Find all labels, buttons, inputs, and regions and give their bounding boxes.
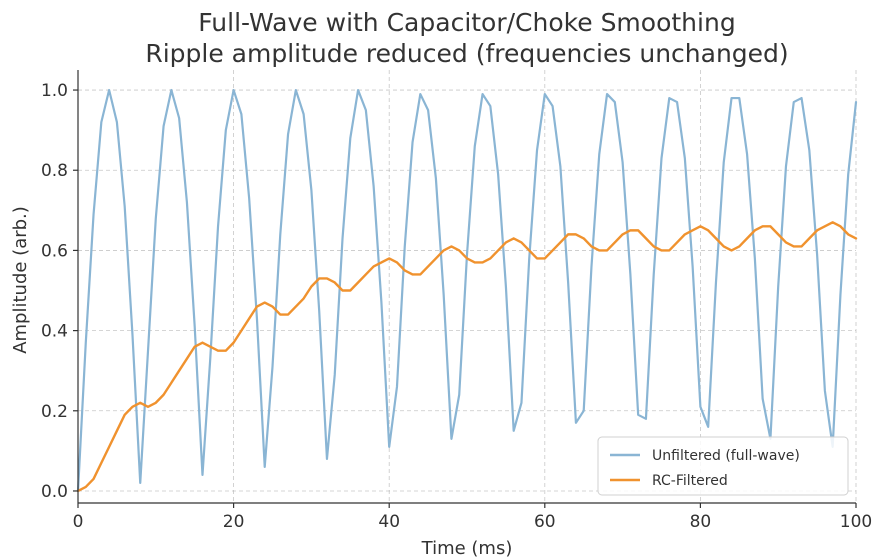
- y-tick-label: 0.8: [41, 161, 68, 181]
- chart-subtitle: Ripple amplitude reduced (frequencies un…: [145, 39, 788, 68]
- series-lines: [76, 88, 858, 493]
- x-tick-label: 0: [73, 512, 84, 532]
- y-tick-label: 0.6: [41, 241, 68, 261]
- y-tick-label: 1.0: [41, 81, 68, 101]
- axes: 0 20 40 60 80 100 0.0 0.2 0.4 0.6 0.8 1.0: [41, 70, 872, 532]
- x-tick-label: 80: [690, 512, 712, 532]
- x-tick-label: 40: [378, 512, 400, 532]
- legend-box: [597, 436, 849, 496]
- chart-title: Full-Wave with Capacitor/Choke Smoothing: [198, 8, 735, 37]
- y-axis-label: Amplitude (arb.): [10, 206, 31, 354]
- series-line-unfiltered: [76, 88, 858, 493]
- legend-label-rc-filtered: RC-Filtered: [652, 473, 728, 489]
- legend-label-unfiltered: Unfiltered (full-wave): [652, 448, 800, 464]
- x-axis-label: Time (ms): [421, 538, 513, 559]
- legend: Unfiltered (full-wave) RC-Filtered: [597, 436, 849, 496]
- y-tick-label: 0.4: [41, 322, 68, 342]
- x-tick-label: 20: [223, 512, 245, 532]
- y-tick-label: 0.2: [41, 402, 68, 422]
- y-tick-label: 0.0: [41, 482, 68, 502]
- x-tick-label: 60: [534, 512, 556, 532]
- x-tick-label: 100: [840, 512, 872, 532]
- series-line-rc-filtered: [76, 221, 858, 493]
